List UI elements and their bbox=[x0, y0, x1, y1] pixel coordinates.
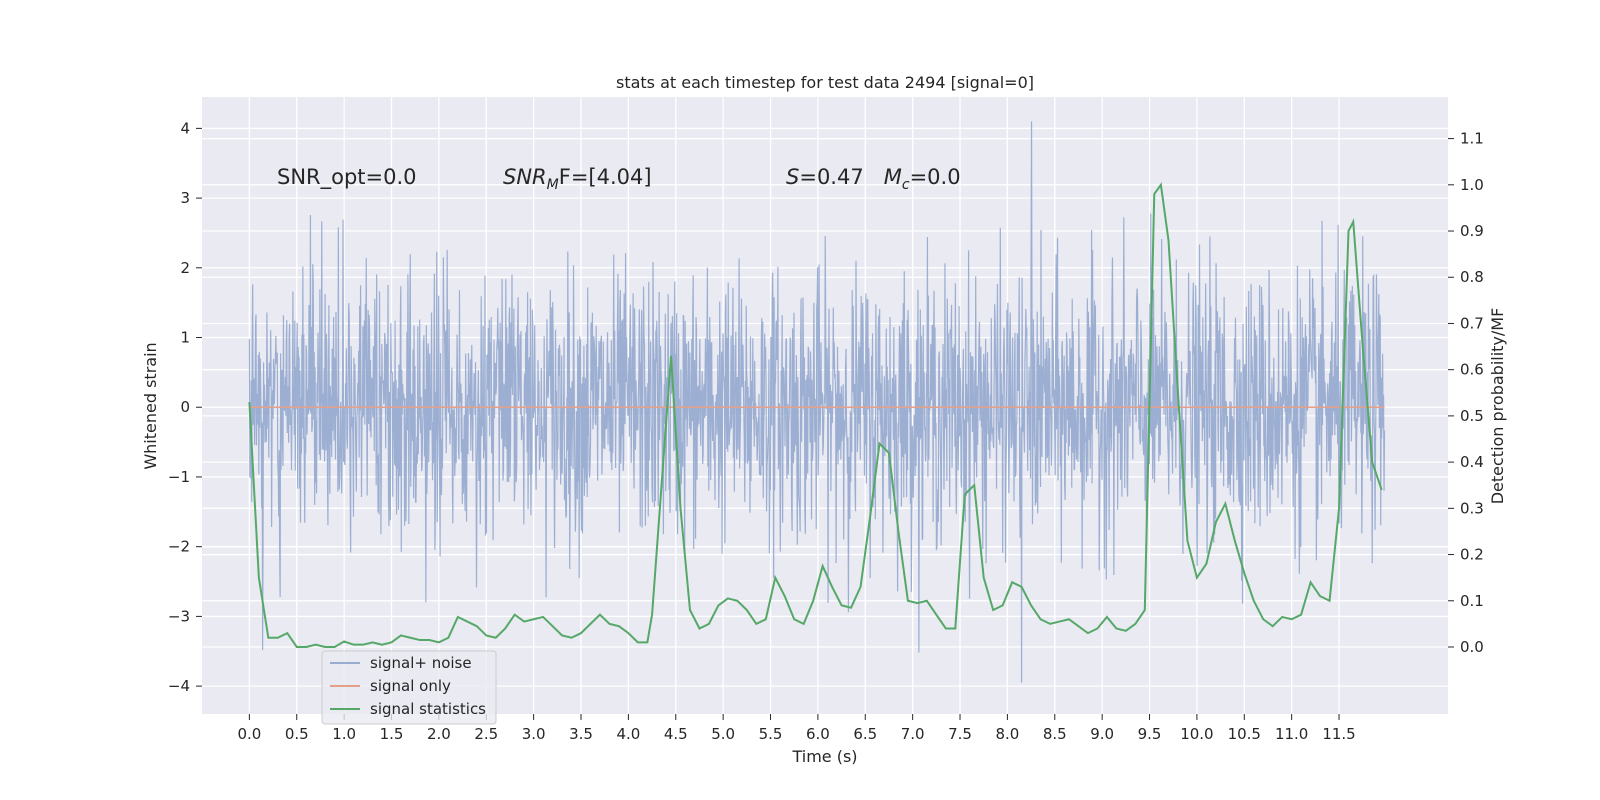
y-tick-label: −1 bbox=[168, 468, 190, 486]
annotation-snr-mf-rest: F=[4.04] bbox=[559, 165, 652, 189]
x-tick-label: 1.5 bbox=[380, 725, 404, 743]
x-tick-label: 5.0 bbox=[711, 725, 735, 743]
annotation-mc-sub: c bbox=[902, 177, 910, 193]
x-tick-label: 4.0 bbox=[616, 725, 640, 743]
legend-label-signal-only: signal only bbox=[370, 677, 451, 695]
annotation-snr-mf: SNRMF=[4.04] bbox=[503, 165, 652, 193]
x-tick-label: 8.0 bbox=[995, 725, 1019, 743]
x-tick-label: 5.5 bbox=[759, 725, 783, 743]
x-tick-label: 7.0 bbox=[901, 725, 925, 743]
annotation-s-rest: =0.47 bbox=[799, 165, 883, 189]
x-axis: 0.0 0.5 1.0 1.5 2.0 2.5 3.0 3.5 4.0 4.5 5.0 5.5 6.0 6… bbox=[237, 714, 1356, 743]
annotation-snr-mf-sub: M bbox=[547, 177, 559, 193]
y2-tick-label: 0.6 bbox=[1460, 361, 1484, 379]
x-tick-label: 10.5 bbox=[1228, 725, 1261, 743]
x-tick-label: 6.5 bbox=[853, 725, 877, 743]
legend: signal+ noise signal only signal statist… bbox=[321, 650, 497, 725]
signal-noise-series bbox=[248, 121, 1386, 683]
annotations: SNR_opt=0.0 SNRMF=[4.04] S=0.47 Mc=0.0 bbox=[277, 165, 961, 193]
y2-tick-label: 0.2 bbox=[1460, 546, 1484, 564]
x-tick-label: 9.5 bbox=[1138, 725, 1162, 743]
y-axis-right: 0.0 0.1 0.2 0.3 0.4 0.5 0.6 0.7 0.8 0.9 1.0 1.1 bbox=[1448, 130, 1484, 656]
y-tick-label: 4 bbox=[180, 119, 190, 137]
x-tick-label: 0.0 bbox=[237, 725, 261, 743]
signal-statistics-series bbox=[248, 182, 1383, 648]
y2-tick-label: 0.4 bbox=[1460, 453, 1484, 471]
x-axis-label: Time (s) bbox=[791, 747, 857, 766]
y-tick-label: −3 bbox=[168, 607, 190, 625]
y2-tick-label: 0.1 bbox=[1460, 592, 1484, 610]
x-tick-label: 4.5 bbox=[664, 725, 688, 743]
x-tick-label: 0.5 bbox=[285, 725, 309, 743]
legend-box bbox=[321, 650, 497, 725]
y2-tick-label: 0.3 bbox=[1460, 499, 1484, 517]
y-tick-label: −2 bbox=[168, 538, 190, 556]
x-tick-label: 2.0 bbox=[427, 725, 451, 743]
annotation-snr-opt: SNR_opt=0.0 bbox=[277, 165, 417, 190]
x-tick-label: 2.5 bbox=[474, 725, 498, 743]
y2-tick-label: 0.5 bbox=[1460, 407, 1484, 425]
x-tick-label: 3.5 bbox=[569, 725, 593, 743]
x-tick-label: 1.0 bbox=[332, 725, 356, 743]
y-tick-label: −4 bbox=[168, 677, 190, 695]
x-tick-label: 11.5 bbox=[1322, 725, 1355, 743]
annotation-snr-mf-main: SNR bbox=[503, 165, 547, 189]
signal-noise-line bbox=[248, 121, 1386, 683]
y-tick-label: 1 bbox=[180, 329, 190, 347]
y-tick-label: 0 bbox=[180, 398, 190, 416]
y2-tick-label: 0.0 bbox=[1460, 638, 1484, 656]
y-tick-label: 2 bbox=[180, 259, 190, 277]
x-tick-label: 8.5 bbox=[1043, 725, 1067, 743]
y2-tick-label: 0.9 bbox=[1460, 222, 1484, 240]
x-tick-label: 7.5 bbox=[948, 725, 972, 743]
chart-title: stats at each timestep for test data 249… bbox=[616, 73, 1034, 92]
x-tick-label: 9.0 bbox=[1090, 725, 1114, 743]
annotation-s-main: S bbox=[786, 165, 799, 189]
legend-label-signal-noise: signal+ noise bbox=[370, 654, 472, 672]
x-tick-label: 3.0 bbox=[522, 725, 546, 743]
signal-statistics-line bbox=[248, 182, 1383, 648]
annotation-mc-rest: =0.0 bbox=[910, 165, 961, 189]
annotation-mc-main: M bbox=[884, 165, 902, 189]
y-tick-label: 3 bbox=[180, 189, 190, 207]
legend-label-signal-statistics: signal statistics bbox=[370, 700, 486, 718]
y2-tick-label: 1.0 bbox=[1460, 176, 1484, 194]
x-tick-label: 11.0 bbox=[1275, 725, 1308, 743]
y2-tick-label: 0.7 bbox=[1460, 314, 1484, 332]
y2-axis-label: Detection probability/MF bbox=[1488, 308, 1507, 505]
y2-tick-label: 1.1 bbox=[1460, 130, 1484, 148]
annotation-s-mc: S=0.47 Mc=0.0 bbox=[786, 165, 961, 193]
x-tick-label: 6.0 bbox=[806, 725, 830, 743]
y-axis-label: Whitened strain bbox=[141, 342, 160, 469]
y2-tick-label: 0.8 bbox=[1460, 268, 1484, 286]
y-axis-left: −4 −3 −2 −1 0 1 2 3 4 bbox=[168, 119, 202, 695]
x-tick-label: 10.0 bbox=[1180, 725, 1213, 743]
